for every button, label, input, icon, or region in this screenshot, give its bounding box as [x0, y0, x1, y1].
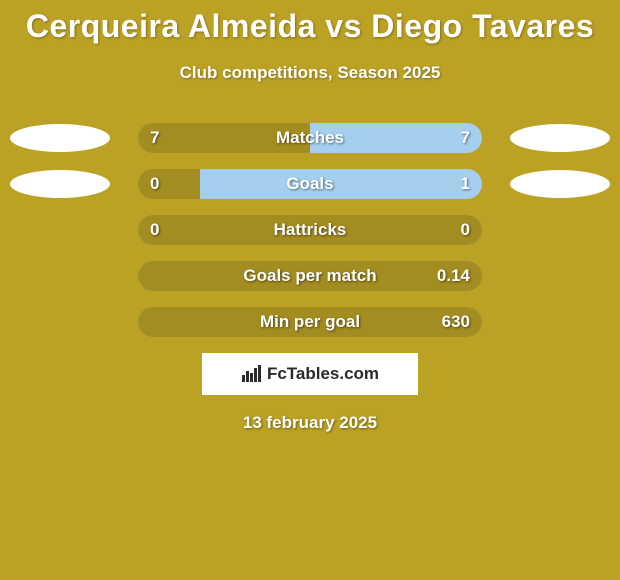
- chart-icon: [241, 365, 263, 383]
- player-marker-right: [510, 170, 610, 198]
- stat-bar: Goals per match 0.14: [138, 261, 482, 291]
- stat-label: Goals: [138, 169, 482, 199]
- stat-bar: 0 Goals 1: [138, 169, 482, 199]
- brand-box: FcTables.com: [202, 353, 418, 395]
- stat-value-right: 0: [461, 215, 470, 245]
- player-marker-right: [510, 124, 610, 152]
- stat-row: 7 Matches 7: [0, 123, 620, 153]
- stat-value-right: 0.14: [437, 261, 470, 291]
- stat-label: Hattricks: [138, 215, 482, 245]
- stat-row: Goals per match 0.14: [0, 261, 620, 291]
- stat-row: Min per goal 630: [0, 307, 620, 337]
- date-label: 13 february 2025: [0, 413, 620, 433]
- stat-label: Matches: [138, 123, 482, 153]
- comparison-chart: 7 Matches 7 0 Goals 1 0 Hattricks 0: [0, 123, 620, 337]
- stat-row: 0 Goals 1: [0, 169, 620, 199]
- page-subtitle: Club competitions, Season 2025: [0, 63, 620, 83]
- stat-value-right: 7: [461, 123, 470, 153]
- stat-label: Min per goal: [138, 307, 482, 337]
- stat-bar: Min per goal 630: [138, 307, 482, 337]
- stat-value-right: 1: [461, 169, 470, 199]
- stat-value-right: 630: [442, 307, 470, 337]
- page-title: Cerqueira Almeida vs Diego Tavares: [0, 0, 620, 45]
- player-marker-left: [10, 170, 110, 198]
- stat-bar: 0 Hattricks 0: [138, 215, 482, 245]
- stat-label: Goals per match: [138, 261, 482, 291]
- player-marker-left: [10, 124, 110, 152]
- stat-row: 0 Hattricks 0: [0, 215, 620, 245]
- brand-label: FcTables.com: [267, 364, 379, 384]
- stat-bar: 7 Matches 7: [138, 123, 482, 153]
